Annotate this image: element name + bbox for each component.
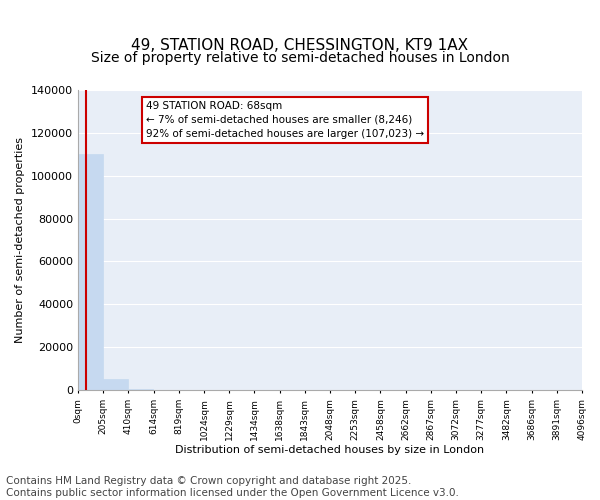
Text: Size of property relative to semi-detached houses in London: Size of property relative to semi-detach… <box>91 51 509 65</box>
Text: 49, STATION ROAD, CHESSINGTON, KT9 1AX: 49, STATION ROAD, CHESSINGTON, KT9 1AX <box>131 38 469 52</box>
Text: Contains HM Land Registry data © Crown copyright and database right 2025.
Contai: Contains HM Land Registry data © Crown c… <box>6 476 459 498</box>
X-axis label: Distribution of semi-detached houses by size in London: Distribution of semi-detached houses by … <box>175 446 485 456</box>
Y-axis label: Number of semi-detached properties: Number of semi-detached properties <box>16 137 25 343</box>
Bar <box>103 380 128 390</box>
Bar <box>128 389 154 390</box>
Bar <box>78 154 103 390</box>
Text: 49 STATION ROAD: 68sqm
← 7% of semi-detached houses are smaller (8,246)
92% of s: 49 STATION ROAD: 68sqm ← 7% of semi-deta… <box>146 100 424 138</box>
